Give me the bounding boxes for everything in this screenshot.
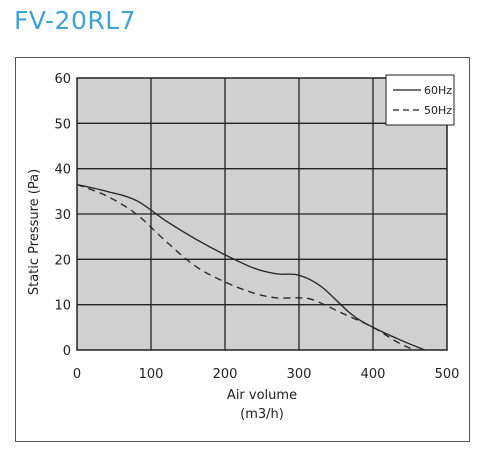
legend-label-50hz: 50Hz (424, 104, 452, 117)
y-tick-label: 30 (54, 208, 71, 223)
y-tick-label: 60 (54, 72, 71, 87)
x-tick-label: 100 (139, 367, 164, 382)
y-tick-label: 50 (54, 117, 71, 132)
legend-box (385, 74, 455, 126)
legend-label-60hz: 60Hz (424, 84, 452, 97)
grid-lines (77, 78, 447, 350)
x-tick-label: 200 (213, 367, 238, 382)
y-axis-label: Static Pressure (Pa) (27, 169, 42, 295)
series-line-60hz (76, 183, 426, 351)
y-tick-label: 10 (54, 299, 71, 314)
y-tick-label: 40 (54, 163, 71, 178)
y-tick-label: 0 (63, 344, 71, 359)
legend: 60Hz 50Hz (385, 74, 455, 126)
x-tick-label: 400 (361, 367, 386, 382)
series-line-50hz (76, 183, 414, 351)
x-tick-label: 0 (73, 367, 81, 382)
x-axis-unit: (m3/h) (240, 407, 284, 422)
x-tick-label: 300 (287, 367, 312, 382)
chart-frame (15, 57, 470, 442)
tick-labels: 0 100 200 300 400 500 0 10 20 30 40 50 60 (54, 72, 459, 382)
series-group (76, 183, 426, 351)
x-tick-label: 500 (435, 367, 460, 382)
chart-title: FV-20RL7 (14, 6, 137, 35)
x-axis-label: Air volume (227, 388, 297, 403)
y-tick-label: 20 (54, 253, 71, 268)
